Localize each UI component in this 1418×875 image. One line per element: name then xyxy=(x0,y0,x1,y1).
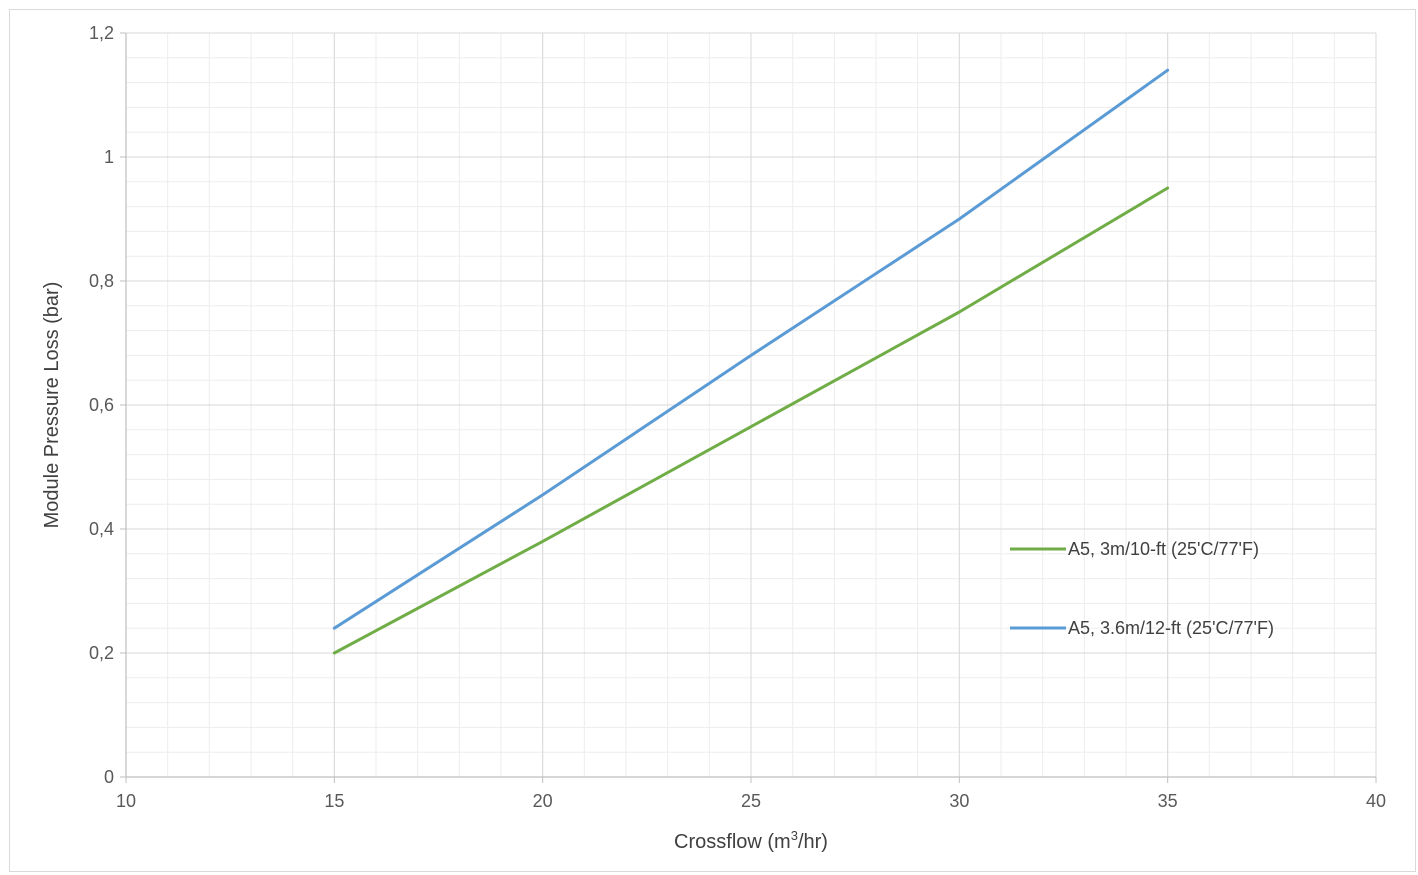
series-line-1 xyxy=(332,186,1170,655)
axes xyxy=(120,32,1377,783)
major-gridlines xyxy=(125,32,1377,778)
chart-frame xyxy=(9,9,1416,872)
legend: A5, 3m/10-ft (25'C/77'F) A5, 3.6m/12-ft (… xyxy=(1010,539,1274,638)
y-tick-label: 0 xyxy=(104,767,114,787)
series-line-2 xyxy=(332,68,1170,630)
y-tick-label: 1,2 xyxy=(89,23,114,43)
legend-label: A5, 3.6m/12-ft (25'C/77'F) xyxy=(1068,618,1274,638)
x-tick-label: 10 xyxy=(116,791,136,811)
y-tick-label: 1 xyxy=(104,147,114,167)
x-axis-title: Crossflow (m3/hr) xyxy=(674,828,828,853)
y-tick-label: 0,2 xyxy=(89,643,114,663)
x-tick-label: 30 xyxy=(949,791,969,811)
x-tick-label: 40 xyxy=(1366,791,1386,811)
x-tick-label: 35 xyxy=(1158,791,1178,811)
legend-item-2: A5, 3.6m/12-ft (25'C/77'F) xyxy=(1010,618,1274,638)
y-tick-label: 0,6 xyxy=(89,395,114,415)
legend-item-1: A5, 3m/10-ft (25'C/77'F) xyxy=(1010,539,1259,559)
x-tick-label: 15 xyxy=(324,791,344,811)
y-tick-label: 0,4 xyxy=(89,519,114,539)
legend-label: A5, 3m/10-ft (25'C/77'F) xyxy=(1068,539,1259,559)
series-lines xyxy=(332,68,1170,655)
y-tick-labels: 0 0,2 0,4 0,6 0,8 1 1,2 xyxy=(89,23,114,787)
y-tick-label: 0,8 xyxy=(89,271,114,291)
y-axis-title: Module Pressure Loss (bar) xyxy=(41,282,63,529)
x-tick-label: 25 xyxy=(741,791,761,811)
x-tick-label: 20 xyxy=(533,791,553,811)
x-tick-labels: 10 15 20 25 30 35 40 xyxy=(116,791,1386,811)
